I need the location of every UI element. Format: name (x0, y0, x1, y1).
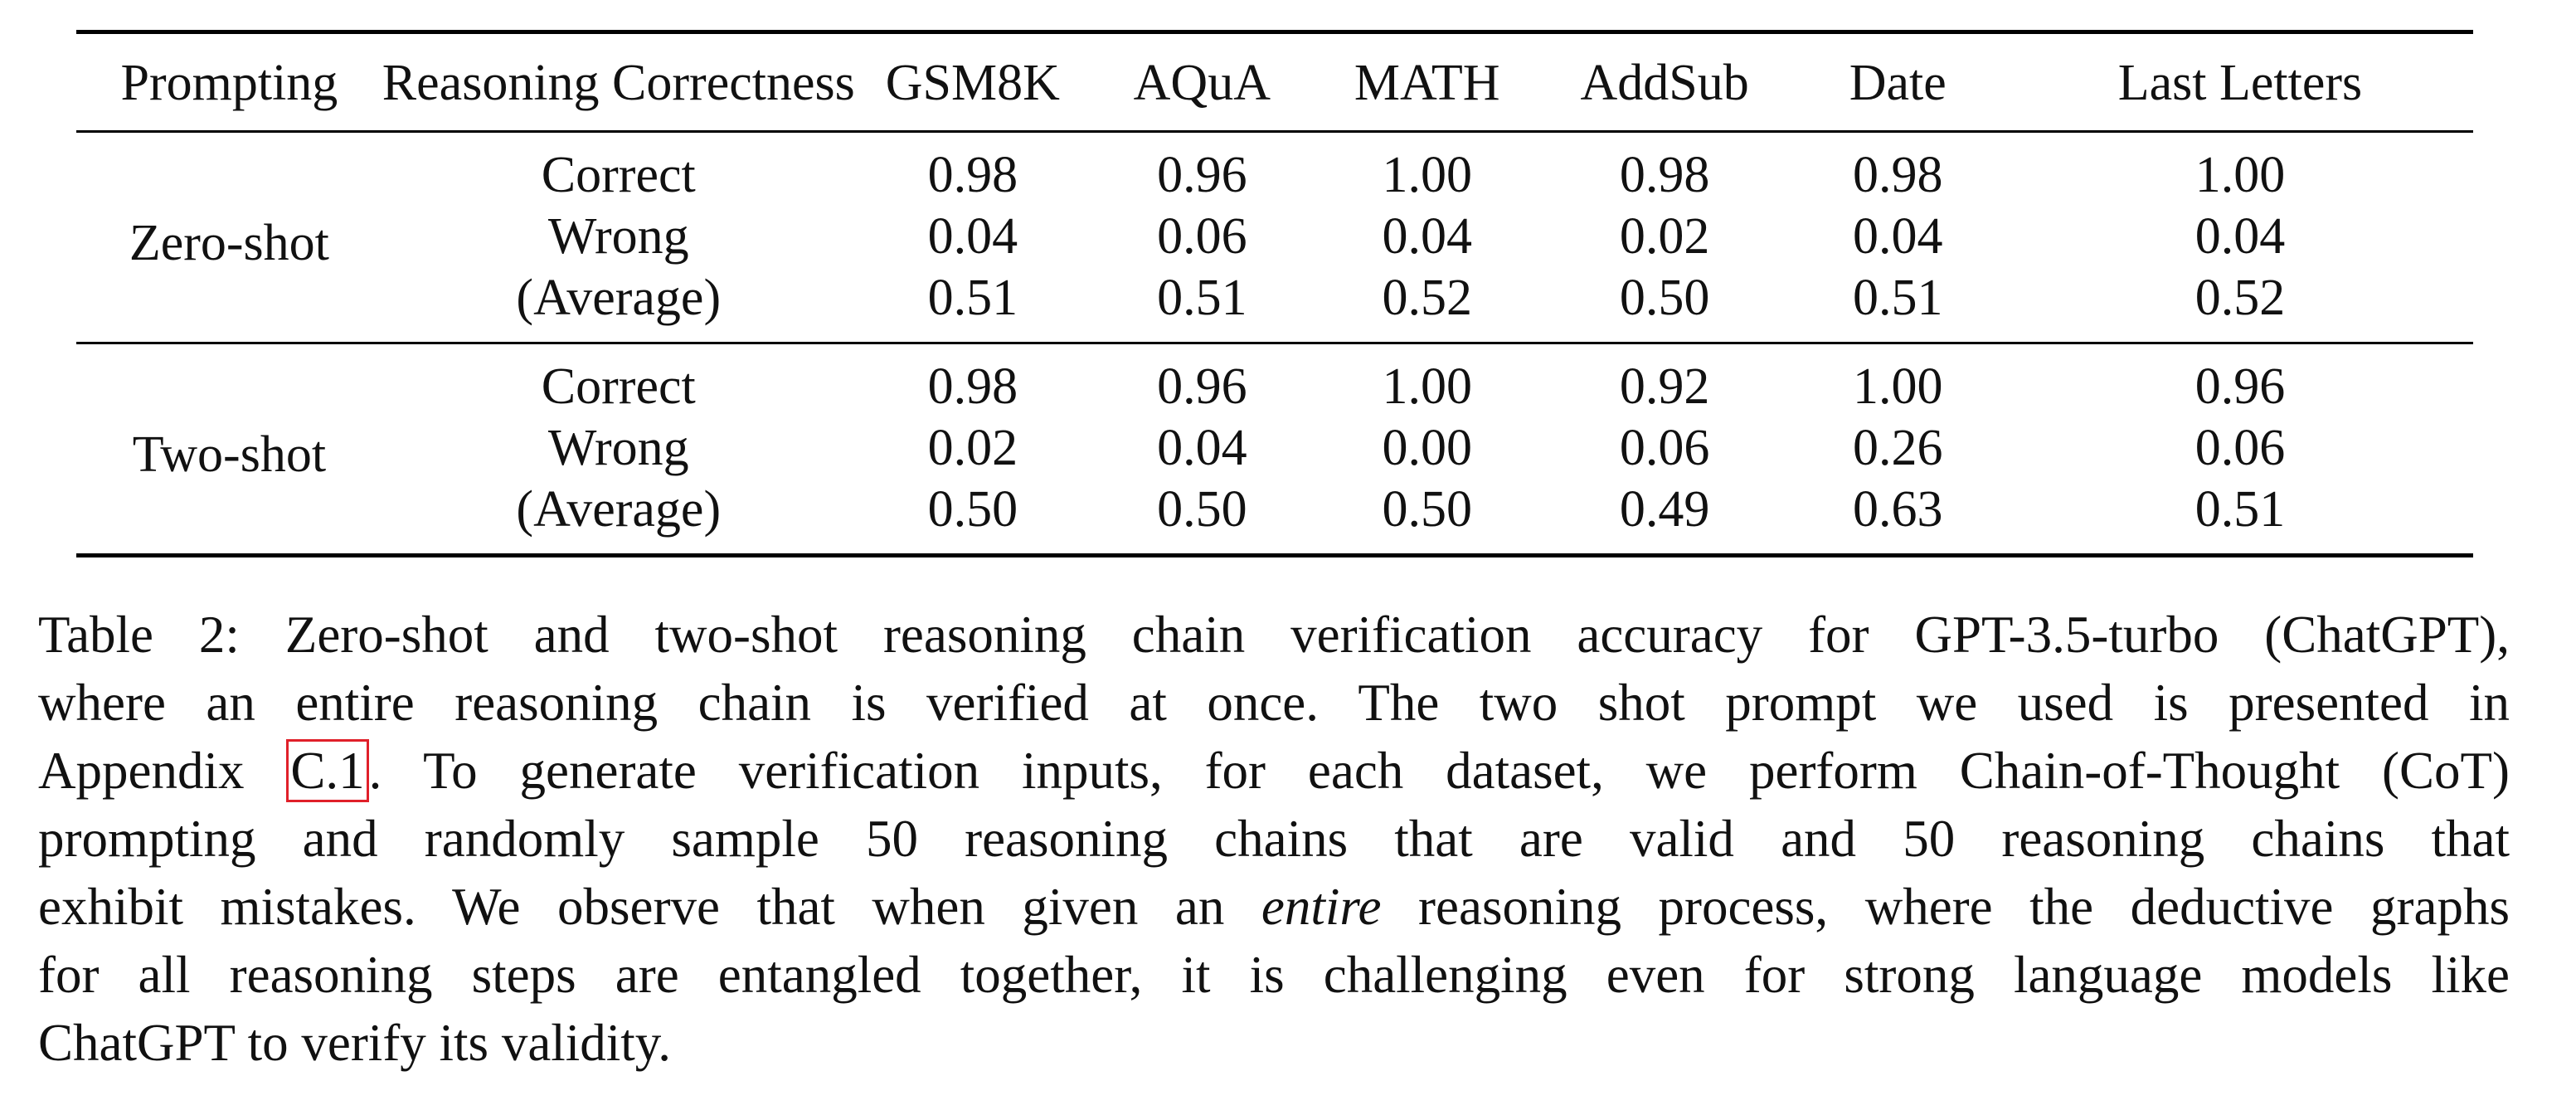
row-label: (Average) (516, 270, 722, 326)
cell-math: 0.50 (1382, 481, 1472, 538)
cell-addsub: 0.98 (1619, 147, 1710, 203)
cell-last-letters: 0.51 (2194, 481, 2286, 538)
caption-text: Appendix (38, 742, 287, 800)
caption-line: where an entire reasoning chain is verif… (38, 674, 2510, 732)
cell-last-letters: 0.96 (2194, 358, 2286, 415)
header-date: Date (1849, 55, 1947, 111)
cell-date: 0.98 (1852, 147, 1943, 203)
prompting-label: Zero-shot (129, 215, 329, 271)
cell-gsm8k: 0.98 (927, 147, 1018, 203)
cell-date: 0.63 (1852, 481, 1943, 538)
cell-last-letters: 0.06 (2194, 420, 2286, 476)
header-math: MATH (1354, 55, 1500, 111)
header-addsub: AddSub (1580, 55, 1749, 111)
cell-last-letters: 0.04 (2194, 208, 2286, 265)
cell-aqua: 0.50 (1157, 481, 1247, 538)
cell-math: 0.04 (1382, 208, 1472, 265)
cell-gsm8k: 0.04 (927, 208, 1018, 265)
header-gsm8k: GSM8K (885, 55, 1060, 111)
caption-line: ChatGPT to verify its validity. (38, 1014, 671, 1072)
cell-gsm8k: 0.51 (927, 270, 1018, 326)
caption-line: Appendix C.1. To generate verification i… (38, 737, 2510, 805)
cell-date: 0.51 (1852, 270, 1943, 326)
results-table: Prompting Reasoning Correctness GSM8K AQ… (76, 30, 2473, 557)
cell-aqua: 0.96 (1157, 358, 1247, 415)
caption-emphasis: entire (1261, 878, 1382, 936)
group-zero-shot: Zero-shot Correct 0.98 0.96 1.00 0.98 0.… (76, 132, 2473, 343)
cell-date: 0.04 (1852, 208, 1943, 265)
appendix-reference-link[interactable]: C.1 (286, 739, 369, 802)
header-aqua: AQuA (1133, 55, 1271, 111)
cell-last-letters: 1.00 (2194, 147, 2286, 203)
caption-line: for all reasoning steps are entangled to… (38, 946, 2510, 1004)
prompting-label: Two-shot (132, 426, 327, 483)
cell-aqua: 0.06 (1157, 208, 1247, 265)
cell-date: 0.26 (1852, 420, 1943, 476)
caption-text: reasoning process, where the deductive g… (1381, 878, 2510, 936)
row-label: Wrong (547, 208, 689, 265)
caption-line: prompting and randomly sample 50 reasoni… (38, 810, 2510, 868)
cell-math: 1.00 (1382, 358, 1472, 415)
table-row: (Average) 0.51 0.51 0.52 0.50 0.51 0.52 (76, 267, 2473, 343)
cell-addsub: 0.49 (1619, 481, 1710, 538)
table-row: Wrong 0.04 0.06 0.04 0.02 0.04 0.04 (76, 206, 2473, 267)
cell-addsub: 0.02 (1619, 208, 1710, 265)
cell-math: 1.00 (1382, 147, 1472, 203)
row-label: Correct (541, 358, 696, 415)
cell-aqua: 0.04 (1157, 420, 1247, 476)
header-row: Prompting Reasoning Correctness GSM8K AQ… (76, 32, 2473, 132)
cell-gsm8k: 0.02 (927, 420, 1018, 476)
caption-text: . To generate verification inputs, for e… (368, 742, 2510, 800)
row-label: Correct (541, 147, 696, 203)
cell-math: 0.52 (1382, 270, 1472, 326)
cell-addsub: 0.92 (1619, 358, 1710, 415)
cell-addsub: 0.06 (1619, 420, 1710, 476)
header-prompting: Prompting (120, 55, 338, 111)
table-row: Two-shot Correct 0.98 0.96 1.00 0.92 1.0… (76, 343, 2473, 483)
header-last-letters: Last Letters (2117, 55, 2363, 111)
caption-line: Table 2: Zero-shot and two-shot reasonin… (38, 606, 2510, 664)
table-row: Zero-shot Correct 0.98 0.96 1.00 0.98 0.… (76, 132, 2473, 271)
cell-aqua: 0.51 (1157, 270, 1247, 326)
table-caption: Table 2: Zero-shot and two-shot reasonin… (38, 601, 2510, 1077)
cell-last-letters: 0.52 (2194, 270, 2286, 326)
caption-text: exhibit mistakes. We observe that when g… (38, 878, 1261, 936)
results-table-container: Prompting Reasoning Correctness GSM8K AQ… (76, 30, 2473, 557)
table-row: Wrong 0.02 0.04 0.00 0.06 0.26 0.06 (76, 417, 2473, 479)
cell-date: 1.00 (1852, 358, 1943, 415)
cell-gsm8k: 0.98 (927, 358, 1018, 415)
group-two-shot: Two-shot Correct 0.98 0.96 1.00 0.92 1.0… (76, 343, 2473, 556)
table-header: Prompting Reasoning Correctness GSM8K AQ… (76, 32, 2473, 132)
row-label: (Average) (516, 481, 722, 538)
caption-line: exhibit mistakes. We observe that when g… (38, 873, 2510, 941)
cell-aqua: 0.96 (1157, 147, 1247, 203)
table-row: (Average) 0.50 0.50 0.50 0.49 0.63 0.51 (76, 479, 2473, 556)
cell-addsub: 0.50 (1619, 270, 1710, 326)
header-reasoning-correctness: Reasoning Correctness (382, 55, 855, 111)
cell-math: 0.00 (1382, 420, 1472, 476)
cell-gsm8k: 0.50 (927, 481, 1018, 538)
row-label: Wrong (547, 420, 689, 476)
